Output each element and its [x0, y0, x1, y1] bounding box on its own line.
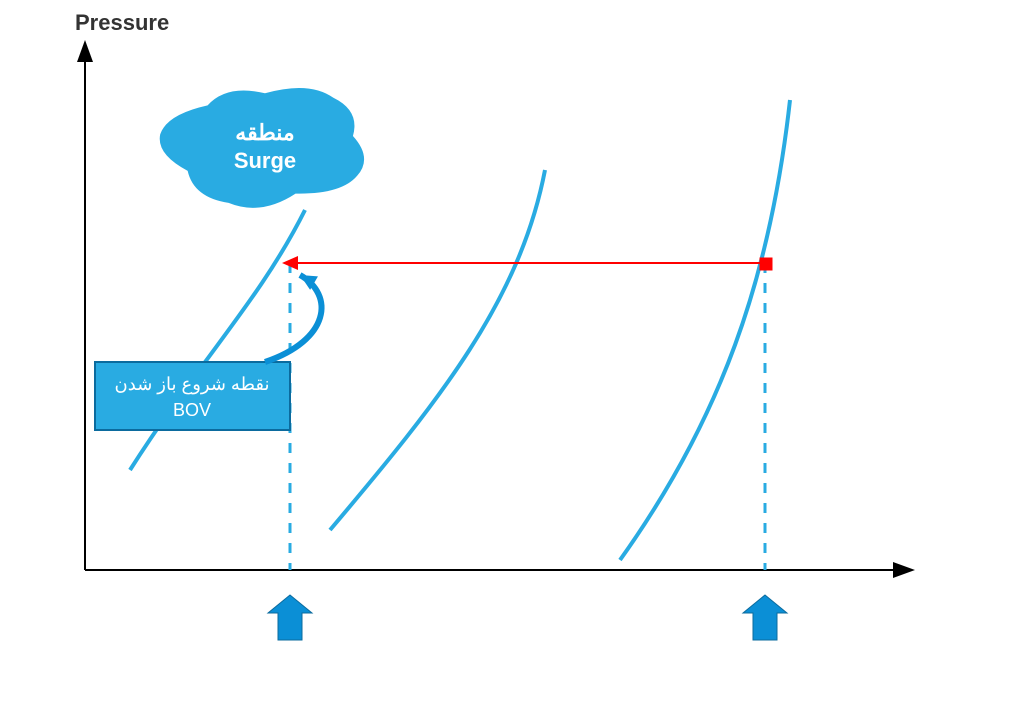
flow-rate-marker-left: [268, 595, 312, 640]
surge-region-cloud: منطقه Surge: [160, 88, 364, 208]
surge-diagram: Pressure منطقه Surge نقطه شروع باز شدن B…: [0, 0, 1024, 717]
y-axis-label: Pressure: [75, 10, 169, 35]
red-operating-line: [282, 256, 772, 270]
box-label-1: نقطه شروع باز شدن: [115, 374, 270, 395]
box-label-2: BOV: [173, 400, 211, 420]
bov-label-box: نقطه شروع باز شدن BOV: [95, 362, 290, 430]
dashed-guides: [290, 263, 765, 570]
y-axis: [77, 40, 93, 570]
cloud-label-2: Surge: [234, 148, 296, 173]
x-axis-markers: [268, 595, 787, 640]
pointer-arrow: [265, 275, 322, 362]
flow-rate-marker-right: [743, 595, 787, 640]
cloud-label-1: منطقه: [235, 120, 294, 145]
x-axis: [85, 562, 915, 578]
curve-2: [330, 170, 545, 530]
operating-point-marker: [760, 258, 772, 270]
